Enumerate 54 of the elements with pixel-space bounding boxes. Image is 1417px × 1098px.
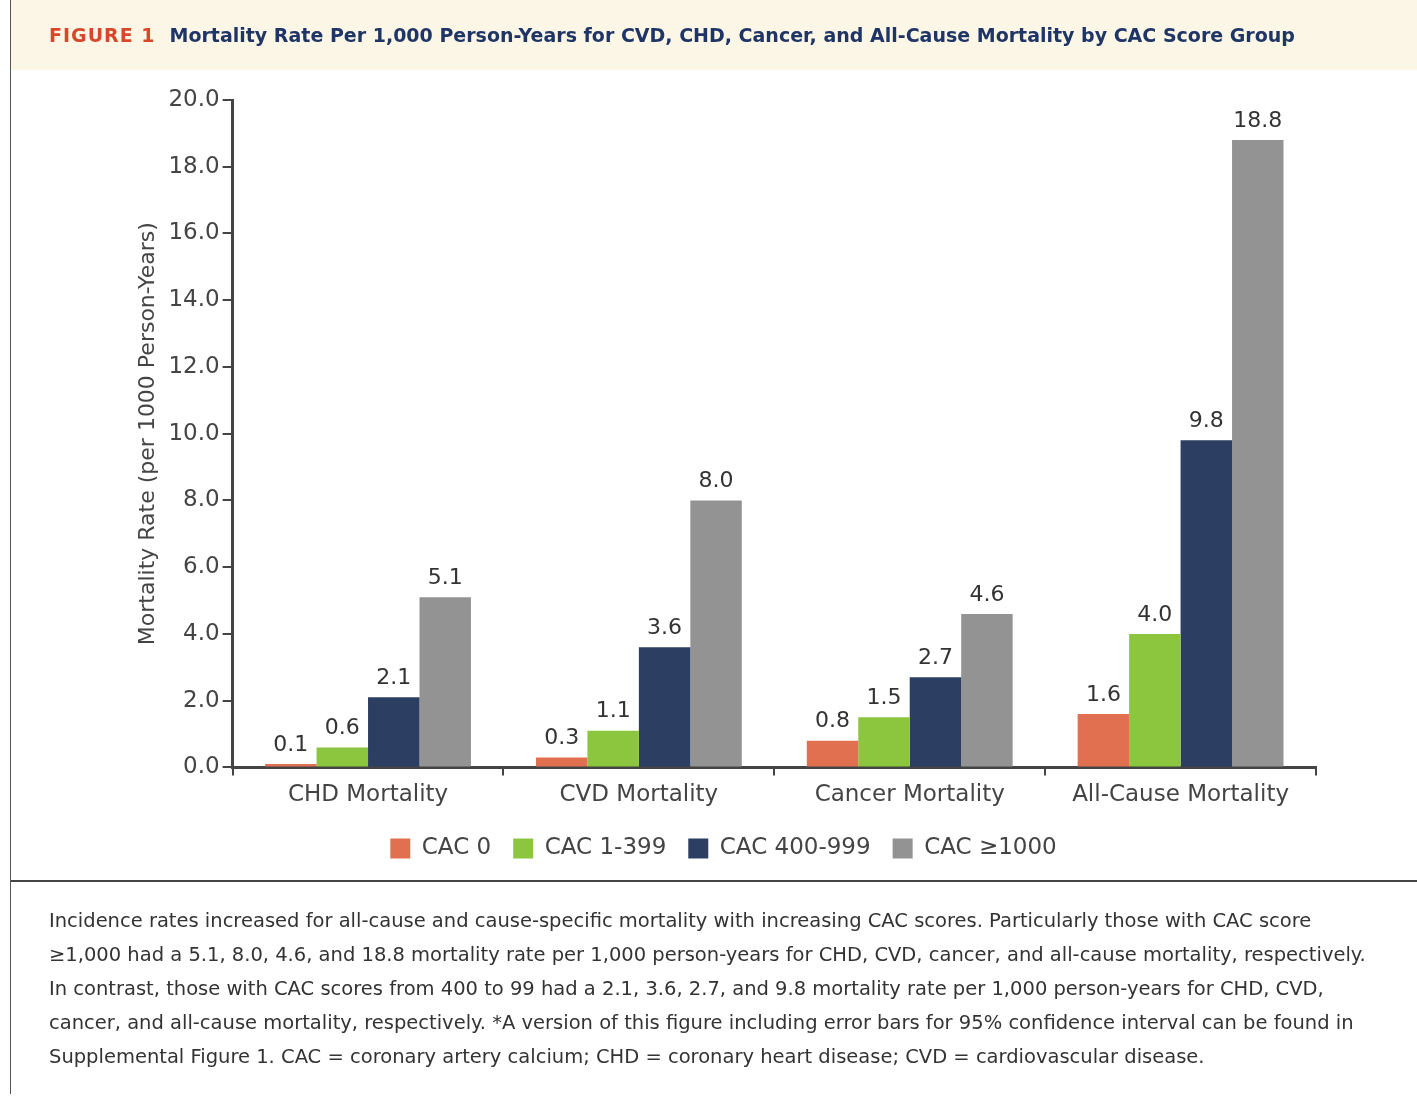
y-tick-label: 6.0: [183, 552, 220, 579]
y-tick-label: 8.0: [183, 485, 220, 512]
y-tick-label: 20.0: [168, 84, 220, 111]
x-tick-label: Cancer Mortality: [814, 780, 1005, 807]
legend-label: CAC 1-399: [544, 833, 667, 860]
bar: [961, 613, 1013, 767]
data-label: 1.1: [595, 697, 631, 723]
data-label: 4.0: [1137, 600, 1173, 626]
bar: [638, 647, 691, 767]
y-tick-label: 16.0: [168, 218, 220, 245]
y-tick-label: 12.0: [168, 351, 220, 378]
legend-label: CAC 0: [421, 833, 492, 860]
bar: [1232, 140, 1284, 767]
data-label: 0.8: [815, 707, 851, 733]
y-tick-label: 10.0: [168, 418, 220, 445]
bar: [316, 747, 369, 767]
data-label: 2.1: [376, 664, 412, 690]
x-tick-label: All-Cause Mortality: [1072, 780, 1290, 807]
y-axis-title: Mortality Rate (per 1000 Person-Years): [133, 222, 159, 646]
bar: [909, 677, 962, 767]
data-label: 1.6: [1085, 680, 1121, 706]
legend-label: CAC 400-999: [719, 833, 871, 860]
chart-title: Mortality Rate Per 1,000 Person-Years for CVD, CHD, Cancer, and All-Cause Mortality by CAC Score Group: [169, 24, 1295, 46]
bar: [858, 717, 910, 767]
x-tick-label: CHD Mortality: [287, 780, 449, 807]
bar: [535, 757, 588, 767]
bar: [1129, 633, 1181, 767]
data-label: 0.3: [544, 724, 580, 750]
data-label: 5.1: [427, 563, 463, 589]
bar: [806, 740, 859, 767]
caption: FIGURE 1: [49, 24, 156, 46]
data-label: 8.0: [698, 467, 734, 493]
y-tick-label: 14.0: [168, 285, 220, 312]
bar: [1180, 440, 1233, 767]
data-label: 1.5: [866, 684, 902, 710]
bar: [368, 697, 420, 767]
bar: [419, 597, 471, 767]
y-tick-label: 18.0: [168, 151, 220, 178]
legend-label: CAC ≥1000: [924, 833, 1057, 860]
bar: [1077, 714, 1130, 767]
bar: [587, 730, 639, 767]
y-tick-label: 2.0: [183, 685, 220, 712]
data-label: 9.8: [1188, 407, 1224, 433]
data-label: 18.8: [1233, 106, 1283, 132]
data-label: 0.6: [324, 714, 360, 740]
text: Incidence rates increased for all-cause and cause-specific mortality with increasing CAC scores. Particularly those with CAC score ≥1,000 had a 5.1, 8.0, 4.6, and 18.8 mortality rate per 1,000 person-years for CHD, CVD, cancer, and all-cause mortality, respectively. In contrast, those with CAC scores from 400 to 99 had a 2.1, 3.6, 2.7, and 9.8 mortality rate per 1,000 person-years for CHD, CVD, cancer, and all-cause mortality, respectively. *A version of this figure including error bars for 95% confidence interval can be found in Supplemental Figure 1. CAC = coronary artery calcium; CHD = coronary heart disease; CVD = cardiovascular disease.: [11, 880, 1417, 1094]
y-tick-label: 0.0: [183, 752, 220, 779]
y-tick-label: 4.0: [183, 618, 220, 645]
data-label: 0.1: [273, 730, 309, 756]
data-label: 2.7: [917, 644, 953, 670]
data-label: 3.6: [647, 613, 683, 639]
data-label: 4.6: [969, 580, 1005, 606]
x-tick-label: CVD Mortality: [559, 780, 719, 807]
bar: [690, 500, 742, 767]
